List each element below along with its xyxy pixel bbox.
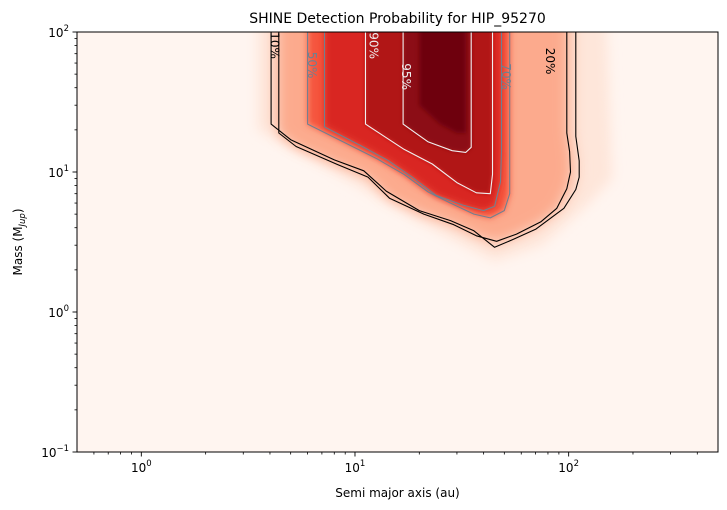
x-tick-label: 101 bbox=[345, 459, 366, 475]
x-tick-label: 100 bbox=[131, 459, 152, 475]
contour-labels: 10% 20% 50% 70% 90% 95% bbox=[268, 32, 558, 90]
contour-label-95: 95% bbox=[399, 63, 413, 90]
y-axis-label-subscript: Jup bbox=[18, 213, 28, 228]
x-axis: 100 101 102 bbox=[93, 452, 698, 475]
contour-line-50 bbox=[307, 32, 511, 219]
x-axis-label: Semi major axis (au) bbox=[335, 486, 459, 500]
chart-title: SHINE Detection Probability for HIP_9527… bbox=[249, 11, 546, 27]
contour-label-70: 70% bbox=[499, 63, 513, 90]
y-axis-label-suffix: ) bbox=[11, 208, 25, 213]
plot-frame bbox=[76, 31, 719, 453]
contour-label-10: 10% bbox=[268, 32, 282, 59]
y-tick-label: 102 bbox=[48, 24, 69, 40]
contour-line-70 bbox=[323, 32, 503, 212]
y-tick-label: 100 bbox=[48, 304, 69, 320]
heatmap-area: 10% 20% 50% 70% 90% 95% bbox=[77, 32, 718, 452]
contour-line-10 bbox=[270, 32, 580, 248]
y-tick-label: 10−1 bbox=[41, 444, 69, 460]
contour-label-50: 50% bbox=[305, 52, 319, 79]
y-axis: 10−1 100 101 102 bbox=[41, 24, 77, 460]
x-tick-label: 102 bbox=[558, 459, 579, 475]
y-tick-label: 101 bbox=[48, 164, 69, 180]
contour-label-20: 20% bbox=[543, 48, 557, 75]
contour-lines bbox=[270, 32, 580, 248]
y-axis-label-prefix: Mass (M bbox=[11, 226, 25, 275]
contour-line-95 bbox=[402, 32, 472, 153]
contour-label-90: 90% bbox=[366, 32, 380, 59]
heat-band-99 bbox=[419, 32, 466, 133]
contour-line-20 bbox=[278, 32, 572, 242]
y-axis-label: Mass (MJup) bbox=[11, 208, 28, 275]
contour-line-90 bbox=[364, 32, 494, 195]
